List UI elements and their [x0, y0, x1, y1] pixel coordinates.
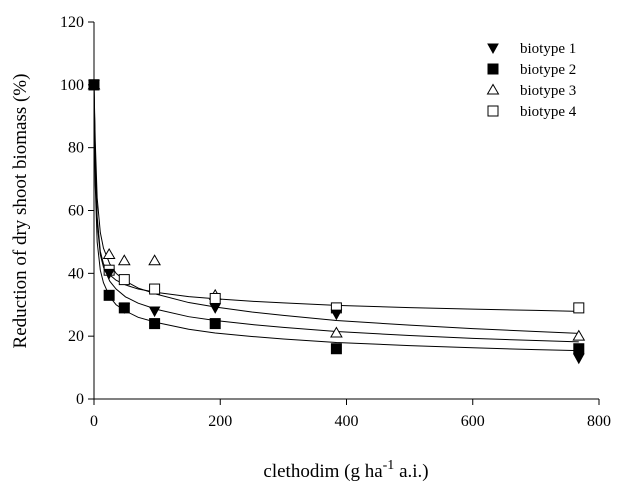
x-axis-title-sup: -1 — [383, 458, 395, 473]
point-biotype-3 — [330, 326, 343, 338]
legend-label-biotype-2: biotype 2 — [520, 62, 576, 78]
y-tick-label: 40 — [68, 265, 84, 282]
point-biotype-1 — [330, 309, 343, 321]
point-biotype-3 — [117, 254, 131, 266]
legend-label-biotype-1: biotype 1 — [520, 41, 576, 57]
point-biotype-1 — [572, 353, 585, 365]
y-tick-label: 120 — [60, 14, 84, 31]
legend-marker-biotype-4 — [487, 105, 499, 117]
legend-marker-biotype-2 — [487, 63, 499, 75]
x-tick-label: 800 — [587, 413, 611, 430]
point-biotype-3 — [148, 254, 161, 266]
point-biotype-1 — [148, 306, 161, 318]
ticks: 0 20 40 60 80 100 120 0 200 400 600 800 — [60, 14, 611, 430]
point-biotype-2 — [330, 343, 342, 355]
x-axis-title-tail: a.i.) — [394, 461, 428, 482]
y-tick-label: 100 — [60, 77, 84, 94]
point-biotype-2 — [573, 343, 585, 355]
legend-label-biotype-4: biotype 4 — [520, 104, 577, 120]
point-biotype-4 — [118, 274, 130, 286]
x-tick-label: 200 — [208, 413, 232, 430]
point-biotype-4 — [209, 292, 221, 304]
x-tick-label: 400 — [335, 413, 359, 430]
x-tick-label: 0 — [90, 413, 98, 430]
fit-curve-biotype-3 — [93, 84, 579, 334]
point-biotype-3 — [102, 247, 116, 259]
y-axis-title: Reduction of dry shoot biomass (%) — [10, 74, 31, 349]
point-biotype-2 — [149, 318, 161, 330]
point-biotype-1 — [103, 268, 115, 280]
point-biotype-1 — [118, 303, 131, 314]
x-axis-title: clethodim (g ha-1 a.i.) — [263, 458, 428, 482]
legend-marker-biotype-3 — [486, 83, 500, 95]
x-tick-label: 600 — [461, 413, 485, 430]
data-points — [87, 78, 586, 365]
point-biotype-2 — [103, 289, 115, 301]
point-biotype-4 — [149, 283, 161, 295]
y-tick-label: 0 — [76, 391, 84, 408]
point-biotype-4 — [573, 302, 585, 314]
legend-label-biotype-3: biotype 3 — [520, 83, 576, 99]
legend: biotype 1 biotype 2 biotype 3 biotype 4 — [486, 41, 577, 120]
y-tick-label: 60 — [68, 203, 84, 220]
point-biotype-1 — [88, 80, 100, 91]
fit-curve-biotype-4 — [93, 84, 579, 312]
point-biotype-3 — [572, 329, 586, 341]
point-biotype-1 — [209, 303, 222, 314]
x-axis-title-main: clethodim (g ha — [263, 461, 383, 482]
legend-marker-biotype-1 — [487, 43, 499, 55]
y-tick-label: 20 — [68, 328, 84, 345]
point-biotype-2 — [209, 318, 221, 330]
y-tick-label: 80 — [68, 140, 84, 157]
